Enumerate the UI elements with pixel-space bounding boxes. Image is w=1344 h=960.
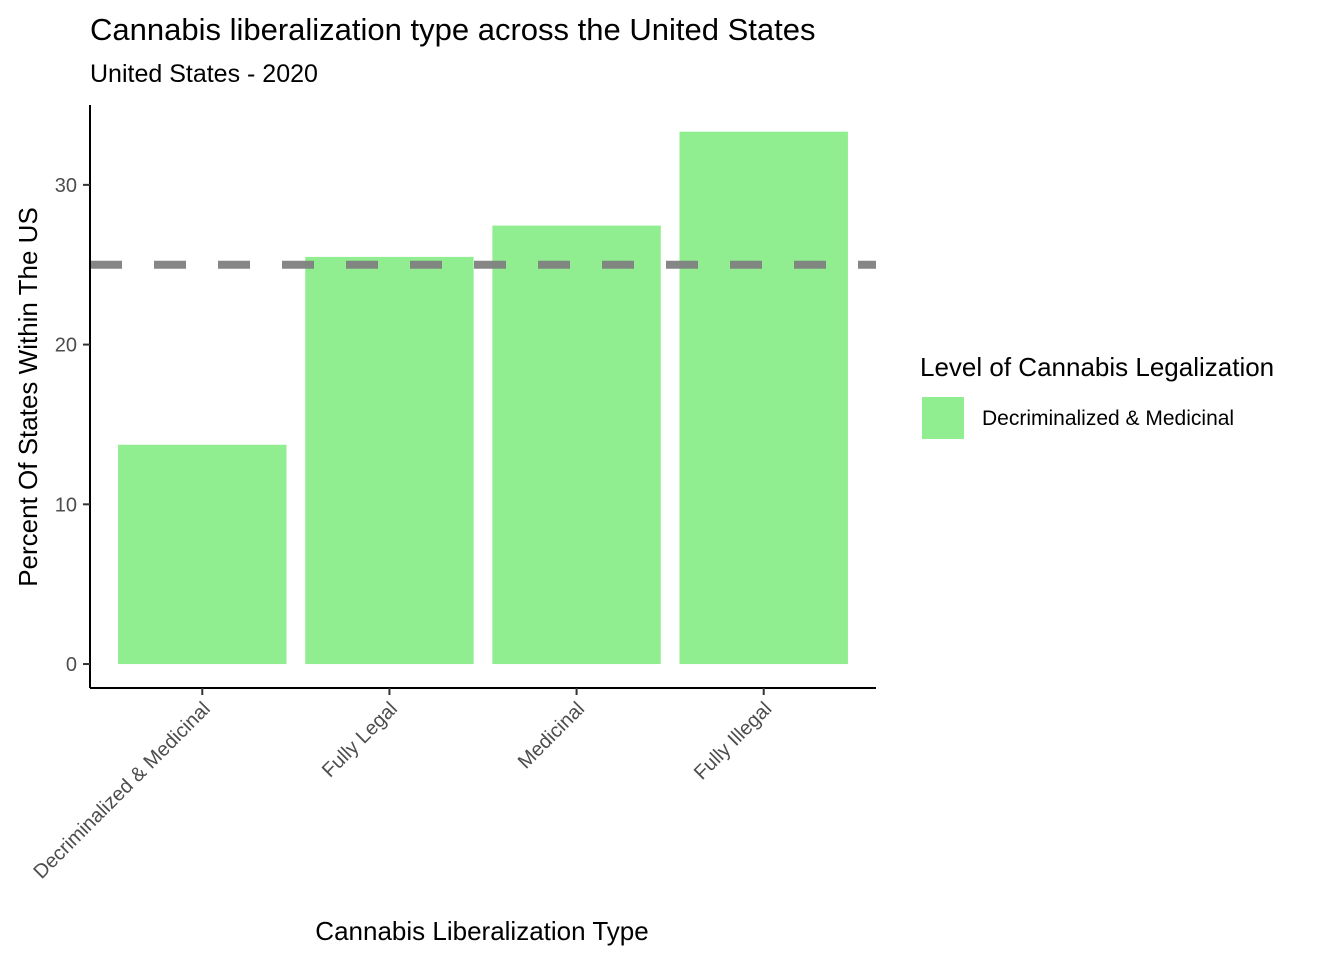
legend-title: Level of Cannabis Legalization (920, 352, 1275, 382)
y-tick-label-0: 0 (66, 654, 77, 676)
bar-1 (305, 256, 474, 665)
legend-entry-label: Decriminalized & Medicinal (982, 407, 1235, 430)
x-tick-label-2: Medicinal (514, 698, 589, 773)
y-tick-label-2: 20 (55, 335, 77, 357)
x-axis-label: Cannabis Liberalization Type (315, 916, 648, 946)
x-tick-label-3: Fully Illegal (690, 698, 776, 784)
x-tick-label-0: Decriminalized & Medicinal (29, 698, 214, 883)
y-tick-label-3: 30 (55, 175, 77, 197)
bar-2 (492, 225, 661, 665)
bar-3 (679, 131, 848, 665)
y-tick-label-1: 10 (55, 494, 77, 516)
legend-swatch (922, 397, 964, 439)
bar-0 (118, 444, 287, 665)
chart-subtitle: United States - 2020 (90, 60, 318, 88)
chart-title: Cannabis liberalization type across the … (90, 12, 816, 47)
x-tick-label-1: Fully Legal (318, 698, 402, 782)
bars-group (118, 131, 848, 665)
y-axis-label: Percent Of States Within The US (13, 207, 43, 587)
